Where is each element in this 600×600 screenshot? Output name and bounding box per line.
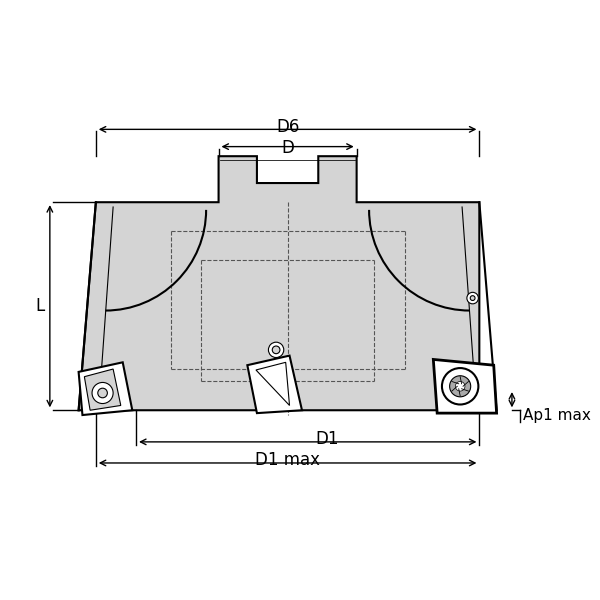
Circle shape (467, 292, 478, 304)
Text: L: L (35, 297, 45, 315)
Circle shape (92, 382, 113, 404)
Circle shape (442, 368, 478, 404)
Text: D1: D1 (315, 430, 338, 448)
Polygon shape (433, 359, 497, 413)
Text: D1 max: D1 max (255, 451, 320, 469)
Circle shape (449, 376, 471, 397)
Text: Ap1 max: Ap1 max (523, 407, 592, 422)
Polygon shape (85, 369, 121, 410)
Text: D6: D6 (276, 118, 299, 136)
Text: D: D (281, 139, 294, 157)
Polygon shape (79, 362, 132, 415)
Circle shape (272, 346, 280, 353)
Polygon shape (256, 362, 290, 406)
Circle shape (98, 388, 107, 398)
Polygon shape (79, 156, 497, 410)
Circle shape (268, 342, 284, 358)
Polygon shape (247, 356, 302, 413)
Circle shape (470, 296, 475, 301)
Circle shape (455, 382, 465, 391)
